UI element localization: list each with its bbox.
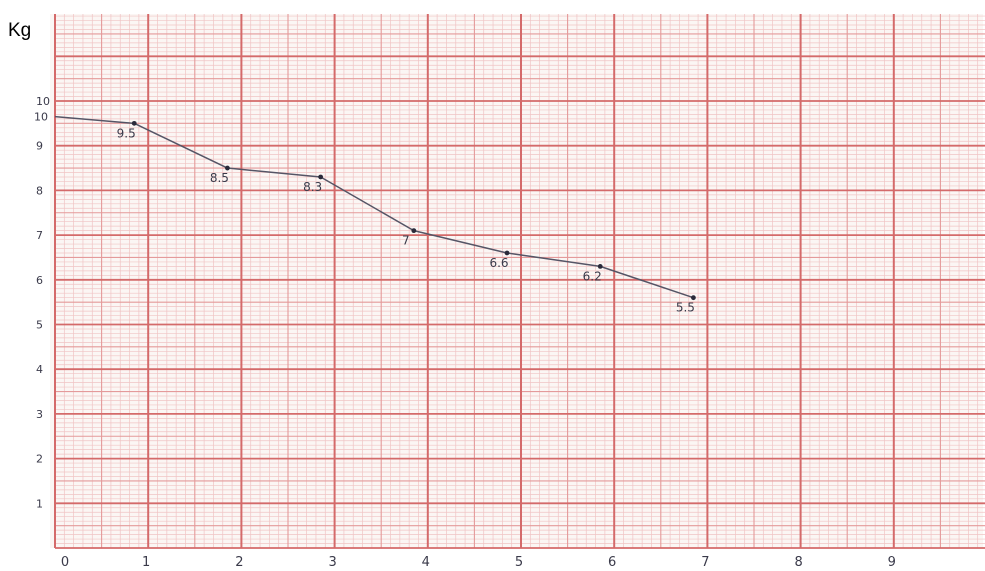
y-tick-label: 8 [36,184,43,197]
data-point [225,165,230,171]
data-point [318,174,324,180]
y-top-marker-label: 10 [34,111,48,124]
y-axis-unit-label: Kg [8,20,32,41]
data-point-label: 7 [402,234,410,248]
data-point-label: 6.6 [489,256,508,270]
grid-major [54,14,985,549]
y-tick-label: 4 [36,363,43,376]
x-tick-label: 3 [328,555,336,570]
x-tick-label: 7 [701,555,709,570]
x-tick-label: 5 [515,555,523,570]
data-point-label: 8.3 [303,180,322,194]
y-tick-label: 3 [36,408,43,421]
data-point-label: 9.5 [117,126,136,140]
graph-paper-background [50,14,983,548]
y-tick-label: 2 [36,453,43,466]
data-point-label: 8.5 [210,171,229,185]
y-tick-label: 9 [36,140,43,153]
data-point [504,250,510,256]
data-point [597,263,603,269]
x-tick-label: 1 [142,555,150,570]
data-point-label: 5.5 [676,301,695,315]
series-line [54,115,694,299]
x-tick-label: 9 [888,555,896,570]
data-point-label: 6.2 [583,269,602,283]
x-tick-label: 2 [235,555,243,570]
x-tick-label: 8 [794,555,802,570]
y-tick-label: 7 [36,229,43,242]
y-tick-label: 6 [36,274,43,287]
data-series: 9.5 8.5 8.3 7 6.6 6.2 5.5 [54,115,696,315]
x-tick-label: 4 [422,555,430,570]
data-point [131,120,137,126]
axis-ticks: 1 2 3 4 5 6 7 8 9 10 10 0 1 2 3 4 5 6 7 8 9 [34,95,896,570]
x-tick-label: 0 [61,555,69,570]
data-point [411,228,417,234]
x-tick-label: 6 [608,555,616,570]
y-tick-label: 1 [36,497,43,510]
data-point [691,295,696,301]
y-tick-label: 10 [36,95,50,108]
y-tick-label: 5 [36,319,43,332]
